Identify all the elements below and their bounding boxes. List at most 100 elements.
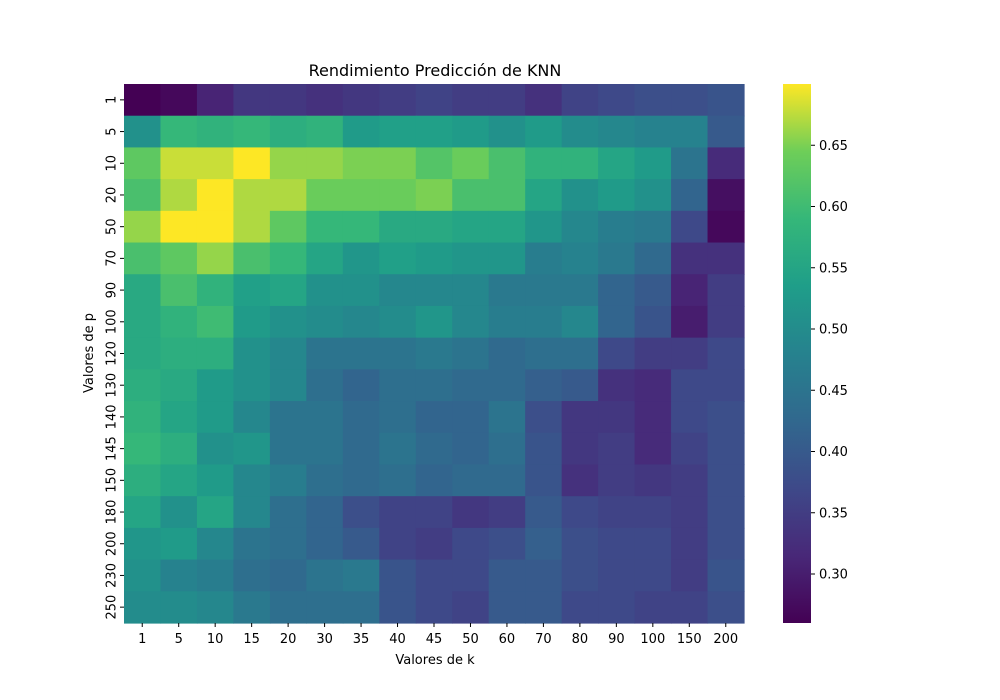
heatmap-cell [561, 147, 599, 180]
heatmap-cell [269, 84, 307, 117]
heatmap-cell [124, 242, 162, 275]
heatmap-cell [233, 179, 271, 212]
heatmap-cell [561, 464, 599, 497]
heatmap-cell [634, 305, 672, 339]
heatmap-cell [452, 274, 490, 307]
heatmap-cell [707, 84, 745, 117]
heatmap-cell [671, 305, 709, 339]
heatmap-cell [561, 591, 599, 624]
heatmap-cell [160, 84, 198, 117]
heatmap-cell [488, 591, 526, 624]
x-tick-label: 100 [640, 632, 665, 647]
heatmap-cell [671, 401, 709, 434]
heatmap-cell [196, 559, 235, 592]
heatmap-cell [707, 242, 745, 275]
heatmap-cell [598, 369, 636, 402]
heatmap-cell [452, 147, 490, 180]
heatmap-cell [306, 559, 344, 592]
heatmap-cell [160, 337, 198, 370]
heatmap-cell [160, 432, 198, 466]
heatmap-cell [452, 559, 490, 592]
heatmap-cell [671, 464, 709, 497]
heatmap-cell [415, 147, 453, 180]
heatmap-cell [160, 115, 198, 149]
heatmap-cell [196, 369, 235, 402]
heatmap-cell [598, 210, 636, 244]
heatmap-cell [525, 464, 563, 497]
heatmap-cell [671, 527, 709, 561]
heatmap-cell [342, 274, 380, 307]
heatmap-cell [379, 496, 417, 529]
heatmap-cell [634, 84, 672, 117]
heatmap-cell [269, 179, 307, 212]
heatmap-cell [488, 464, 526, 497]
heatmap-cell [452, 401, 490, 434]
heatmap-cell [671, 242, 709, 275]
x-tick-label: 60 [499, 632, 516, 647]
heatmap-cell [306, 305, 344, 339]
heatmap-cell [233, 147, 271, 180]
heatmap-cell [452, 242, 490, 275]
heatmap-cell [452, 464, 490, 497]
heatmap-cell [598, 496, 636, 529]
heatmap-cell [598, 591, 636, 624]
heatmap-cell [233, 84, 271, 117]
heatmap-cell [269, 274, 307, 307]
x-tick-label: 1 [138, 632, 146, 647]
heatmap-cell [525, 591, 563, 624]
x-tick-label: 80 [572, 632, 589, 647]
heatmap-cell [561, 210, 599, 244]
heatmap-cell [598, 401, 636, 434]
heatmap-cell [707, 147, 745, 180]
heatmap-cell [488, 179, 526, 212]
heatmap-cell [488, 527, 526, 561]
heatmap-cell [233, 559, 271, 592]
x-tick-label: 30 [316, 632, 333, 647]
heatmap-cell [269, 115, 307, 149]
x-tick-label: 200 [713, 632, 738, 647]
heatmap-cell [598, 274, 636, 307]
heatmap-cell [379, 401, 417, 434]
heatmap-cell [379, 527, 417, 561]
y-tick-label: 150 [105, 468, 120, 493]
heatmap-cell [233, 496, 271, 529]
y-tick-label: 250 [105, 595, 120, 620]
heatmap-cell [561, 179, 599, 212]
heatmap-cell [452, 337, 490, 370]
heatmap-cell [379, 591, 417, 624]
heatmap-cell [160, 559, 198, 592]
heatmap-cell [124, 496, 162, 529]
y-tick-label: 50 [105, 218, 120, 235]
x-tick-label: 50 [462, 632, 479, 647]
heatmap-cell [488, 115, 526, 149]
heatmap-cell [415, 242, 453, 275]
heatmap-cell [269, 305, 307, 339]
heatmap-cell [124, 401, 162, 434]
heatmap-cell [561, 305, 599, 339]
y-tick-label: 5 [105, 127, 120, 135]
heatmap-cell [598, 464, 636, 497]
heatmap-cell [634, 432, 672, 466]
heatmap-cell [196, 274, 235, 307]
heatmap-cell [269, 242, 307, 275]
heatmap-cell [634, 591, 672, 624]
heatmap-cell [598, 305, 636, 339]
heatmap-cell [415, 84, 453, 117]
heatmap-cell [634, 274, 672, 307]
heatmap-cell [671, 369, 709, 402]
heatmap-cell [342, 369, 380, 402]
x-tick-label: 70 [535, 632, 552, 647]
heatmap-cell [525, 432, 563, 466]
heatmap-cell [707, 432, 745, 466]
heatmap-cell [196, 496, 235, 529]
heatmap-cell [671, 337, 709, 370]
heatmap-cell [415, 496, 453, 529]
x-axis-label: Valores de k [395, 653, 475, 668]
x-tick-label: 10 [207, 632, 224, 647]
heatmap-cell [124, 559, 162, 592]
colorbar-tick-label: 0.30 [819, 568, 848, 583]
heatmap-cell [598, 242, 636, 275]
heatmap-cell [196, 305, 235, 339]
heatmap-cell [525, 401, 563, 434]
heatmap-cell [488, 242, 526, 275]
